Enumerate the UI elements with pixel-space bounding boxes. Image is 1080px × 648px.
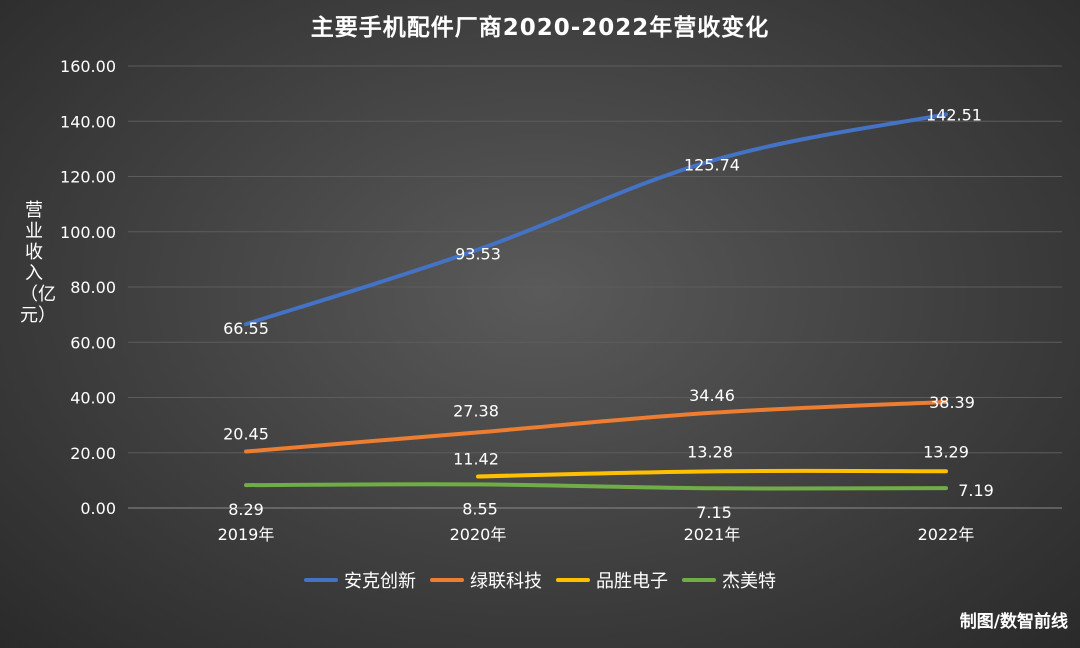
legend-item: 绿联科技 bbox=[430, 567, 542, 593]
credit-text: 制图/数智前线 bbox=[959, 612, 1068, 632]
data-label: 38.39 bbox=[929, 393, 975, 412]
data-label: 8.29 bbox=[228, 500, 264, 519]
y-tick-label: 60.00 bbox=[70, 333, 116, 352]
data-label: 125.74 bbox=[684, 156, 740, 175]
data-label: 13.28 bbox=[687, 442, 733, 461]
data-label: 13.29 bbox=[923, 442, 969, 461]
legend-swatch bbox=[430, 578, 464, 582]
series-line bbox=[244, 399, 948, 454]
chart-legend: 安克创新 绿联科技 品胜电子 杰美特 bbox=[0, 567, 1080, 593]
data-label: 27.38 bbox=[453, 401, 499, 420]
legend-label: 安克创新 bbox=[344, 571, 416, 592]
legend-swatch bbox=[682, 578, 716, 582]
series-line bbox=[244, 112, 948, 327]
x-tick-label: 2019年 bbox=[218, 525, 275, 544]
chart-title: 主要手机配件厂商2020-2022年营收变化 bbox=[310, 15, 770, 41]
y-tick-label: 100.00 bbox=[60, 223, 116, 242]
y-tick-label: 140.00 bbox=[60, 112, 116, 131]
legend-swatch bbox=[304, 578, 338, 582]
series-line bbox=[244, 482, 948, 491]
data-label: 7.15 bbox=[696, 503, 732, 522]
data-label: 34.46 bbox=[689, 386, 735, 405]
y-axis-label: 营业收入（亿元） bbox=[20, 200, 56, 326]
y-tick-label: 40.00 bbox=[70, 389, 116, 408]
data-label: 93.53 bbox=[455, 245, 501, 264]
y-tick-label: 160.00 bbox=[60, 57, 116, 76]
legend-item: 品胜电子 bbox=[556, 567, 668, 593]
legend-item: 杰美特 bbox=[682, 567, 776, 593]
legend-label: 品胜电子 bbox=[596, 571, 668, 592]
data-label: 20.45 bbox=[223, 425, 269, 444]
series-line bbox=[476, 468, 948, 479]
y-tick-label: 80.00 bbox=[70, 278, 116, 297]
x-tick-label: 2022年 bbox=[918, 525, 975, 544]
data-label: 11.42 bbox=[453, 449, 499, 468]
x-tick-label: 2020年 bbox=[450, 525, 507, 544]
data-label: 142.51 bbox=[926, 105, 982, 124]
data-label: 8.55 bbox=[462, 499, 498, 518]
legend-label: 杰美特 bbox=[722, 571, 776, 592]
y-tick-label: 120.00 bbox=[60, 168, 116, 187]
legend-swatch bbox=[556, 578, 590, 582]
data-label: 66.55 bbox=[223, 319, 269, 338]
legend-label: 绿联科技 bbox=[470, 571, 542, 592]
y-tick-label: 20.00 bbox=[70, 444, 116, 463]
x-tick-label: 2021年 bbox=[684, 525, 741, 544]
legend-item: 安克创新 bbox=[304, 567, 416, 593]
data-label: 7.19 bbox=[958, 481, 994, 500]
y-tick-label: 0.00 bbox=[80, 499, 116, 518]
